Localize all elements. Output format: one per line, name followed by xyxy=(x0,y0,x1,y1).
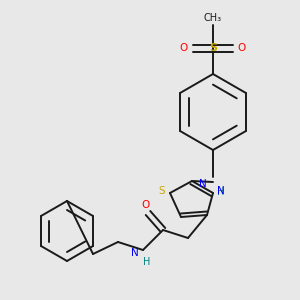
Text: O: O xyxy=(180,43,188,53)
Text: O: O xyxy=(141,200,149,210)
Text: CH₃: CH₃ xyxy=(204,13,222,23)
Text: H: H xyxy=(217,187,225,197)
Text: N: N xyxy=(217,186,225,196)
Text: N: N xyxy=(199,179,207,189)
Text: S: S xyxy=(159,186,165,196)
Text: N: N xyxy=(131,248,139,258)
Text: H: H xyxy=(143,257,151,267)
Text: S: S xyxy=(209,43,217,53)
Text: O: O xyxy=(238,43,246,53)
